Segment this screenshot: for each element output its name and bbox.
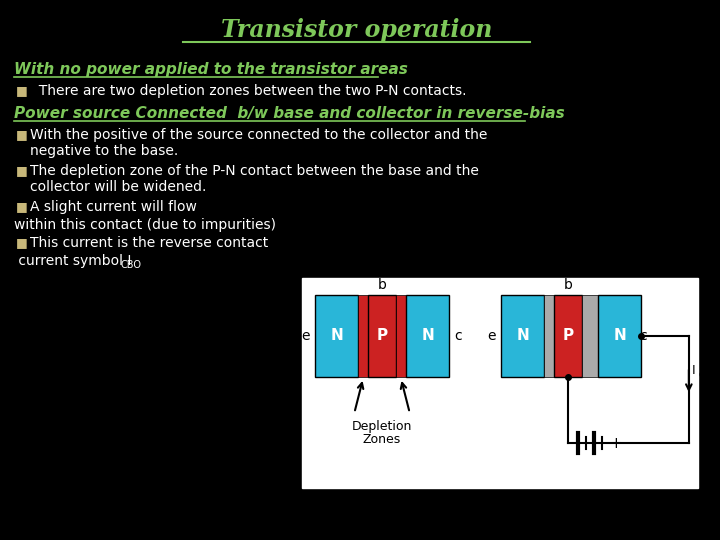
Text: Transistor operation: Transistor operation <box>220 18 492 42</box>
Text: N: N <box>421 328 434 343</box>
Text: With no power applied to the transistor areas: With no power applied to the transistor … <box>14 62 408 77</box>
Text: e: e <box>302 329 310 343</box>
Bar <box>544 295 554 377</box>
Text: A slight current will flow: A slight current will flow <box>30 200 197 214</box>
Text: Zones: Zones <box>363 433 401 446</box>
Bar <box>554 295 582 377</box>
Text: ■: ■ <box>16 236 27 249</box>
Text: CBO: CBO <box>121 260 142 270</box>
Bar <box>598 295 642 377</box>
Text: current symbol I: current symbol I <box>14 254 131 268</box>
Text: b: b <box>564 278 572 292</box>
Text: I: I <box>692 363 696 376</box>
Text: b: b <box>377 278 387 292</box>
Text: ■: ■ <box>16 164 27 177</box>
Bar <box>368 295 396 377</box>
Text: CBO: CBO <box>698 372 717 381</box>
Bar <box>406 295 449 377</box>
Text: ■: ■ <box>16 200 27 213</box>
Text: With the positive of the source connected to the collector and the: With the positive of the source connecte… <box>30 128 487 142</box>
Text: There are two depletion zones between the two P-N contacts.: There are two depletion zones between th… <box>30 84 466 98</box>
Bar <box>582 295 598 377</box>
Bar <box>302 278 698 488</box>
Text: negative to the base.: negative to the base. <box>30 144 178 158</box>
Text: N: N <box>330 328 343 343</box>
Text: Depletion: Depletion <box>352 420 413 433</box>
Text: Power source Connected  b/w base and collector in reverse-bias: Power source Connected b/w base and coll… <box>14 106 564 121</box>
Text: +: + <box>610 435 622 450</box>
Text: c: c <box>454 329 462 343</box>
Text: P: P <box>562 328 574 343</box>
Bar <box>315 295 359 377</box>
Text: c: c <box>639 329 647 343</box>
Text: N: N <box>613 328 626 343</box>
Text: ■: ■ <box>16 128 27 141</box>
Text: collector will be widened.: collector will be widened. <box>30 180 206 194</box>
Text: e: e <box>487 329 496 343</box>
Text: N: N <box>516 328 529 343</box>
Text: This current is the reverse contact: This current is the reverse contact <box>30 236 268 250</box>
Bar <box>359 295 368 377</box>
Text: The depletion zone of the P-N contact between the base and the: The depletion zone of the P-N contact be… <box>30 164 479 178</box>
Bar <box>501 295 544 377</box>
Text: P: P <box>377 328 387 343</box>
Text: within this contact (due to impurities): within this contact (due to impurities) <box>14 218 276 232</box>
Text: ■: ■ <box>16 84 27 97</box>
Bar <box>396 295 406 377</box>
